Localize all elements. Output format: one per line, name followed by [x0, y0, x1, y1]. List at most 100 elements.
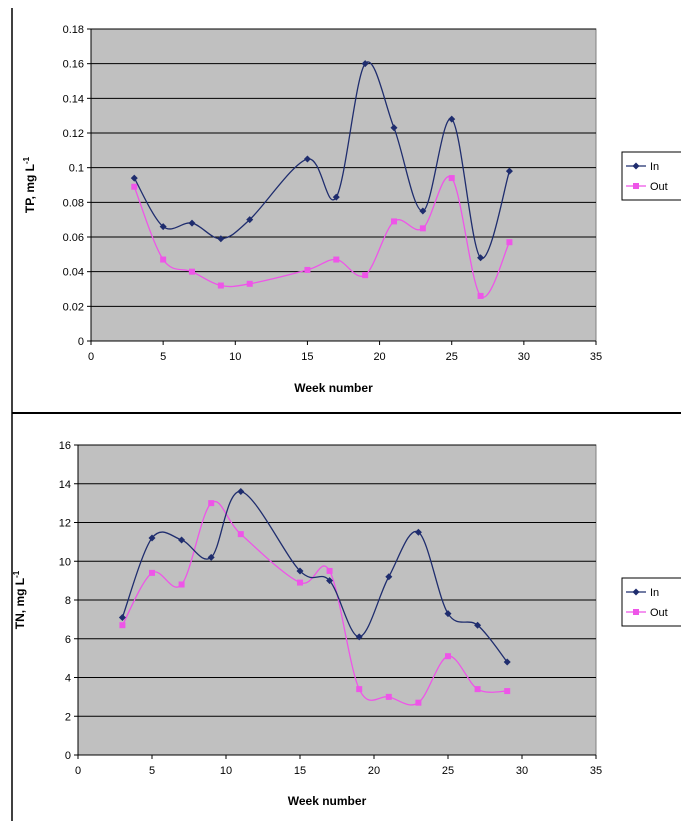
x-tick-label: 35 — [590, 765, 602, 777]
data-point-out — [445, 653, 451, 660]
x-tick-label: 20 — [373, 351, 385, 363]
data-point-out — [474, 686, 481, 693]
y-tick-label: 0.02 — [63, 301, 84, 313]
data-point-in — [503, 658, 511, 666]
x-tick-label: 10 — [229, 351, 241, 363]
y-tick-label: 16 — [59, 440, 71, 452]
data-point-in — [246, 216, 254, 224]
data-point-in — [419, 207, 427, 215]
data-point-in — [355, 633, 363, 641]
legend-box — [621, 577, 681, 627]
plot-area — [90, 28, 597, 342]
data-point-in — [361, 60, 369, 68]
legend-box — [621, 151, 681, 201]
data-point-in — [332, 193, 340, 201]
data-point-out — [506, 239, 513, 246]
y-tick-label: 0.06 — [63, 232, 84, 244]
y-axis-title: TN, mg L-1 — [12, 570, 27, 629]
tn-chart: 0 2 4 6 8 10 12 14 16 0 5 10 15 20 25 30 35 Week number TN… — [12, 440, 681, 808]
data-point-in — [505, 167, 513, 175]
data-point-in — [477, 254, 485, 262]
data-point-out — [178, 581, 185, 588]
data-point-out — [385, 693, 392, 700]
data-point-out — [448, 175, 455, 182]
data-point-in — [237, 488, 245, 495]
y-tick-label: 6 — [65, 634, 71, 646]
y-tick-label: 4 — [65, 673, 71, 685]
legend-label-in: In — [650, 161, 659, 173]
data-point-in — [188, 219, 196, 227]
data-point-out — [160, 256, 167, 263]
x-tick-label: 20 — [368, 765, 380, 777]
x-tick-label: 25 — [442, 765, 454, 777]
y-tick-label: 0.14 — [63, 93, 84, 105]
data-point-out — [419, 225, 426, 232]
legend: In Out — [621, 151, 681, 201]
data-point-in — [326, 577, 334, 585]
y-tick-label: 0.18 — [63, 24, 84, 36]
x-tick-label: 35 — [590, 351, 602, 363]
data-point-in — [444, 610, 452, 618]
y-tick-label: 0.12 — [63, 128, 84, 140]
data-point-out — [391, 218, 397, 225]
data-point-out — [149, 569, 155, 576]
y-tick-label: 10 — [59, 556, 71, 568]
x-tick-label: 10 — [220, 765, 232, 777]
y-tick-label: 0.1 — [69, 163, 84, 175]
data-point-in — [159, 223, 167, 231]
data-point-out — [333, 256, 340, 263]
data-point-in — [130, 174, 138, 182]
legend-marker-in — [632, 588, 640, 596]
data-point-in — [303, 155, 311, 163]
data-point-in — [474, 621, 482, 629]
data-point-out — [297, 579, 303, 586]
data-point-out — [131, 183, 138, 190]
data-point-out — [119, 622, 126, 629]
data-point-out — [208, 500, 215, 507]
y-tick-label: 12 — [59, 518, 71, 530]
y-tick-label: 0 — [78, 336, 84, 348]
y-tick-label: 2 — [65, 711, 71, 723]
x-axis-title: Week number — [288, 794, 367, 808]
x-tick-label: 0 — [75, 765, 81, 777]
x-tick-label: 0 — [88, 351, 94, 363]
data-point-out — [189, 268, 195, 275]
y-tick-label: 0 — [65, 750, 71, 762]
data-point-out — [237, 531, 244, 538]
y-tick-label: 0.16 — [63, 59, 84, 71]
series-line-in — [133, 61, 511, 259]
legend-marker-out — [633, 609, 639, 615]
tp-chart: 0 0.02 0.04 0.06 0.08 0.1 0.12 0.14 0.16 0.18 0 5 10… — [22, 24, 681, 395]
y-axis-title-superscript: -1 — [22, 156, 31, 164]
data-point-in — [414, 528, 422, 536]
x-tick-label: 15 — [301, 351, 313, 363]
x-tick-label: 30 — [518, 351, 530, 363]
data-point-in — [207, 553, 215, 561]
legend: In Out — [621, 577, 681, 627]
legend-label-out: Out — [650, 181, 668, 193]
data-point-out — [362, 272, 369, 279]
data-point-in — [296, 567, 304, 575]
y-axis-title: TP, mg L-1 — [22, 156, 37, 213]
data-point-out — [477, 292, 484, 299]
data-point-in — [390, 124, 398, 132]
data-point-out — [415, 699, 422, 706]
y-axis-title-main: TN, mg L — [13, 578, 27, 629]
data-point-in — [448, 115, 456, 123]
legend-marker-out — [633, 183, 639, 189]
data-point-out — [504, 688, 511, 695]
data-point-out — [304, 266, 311, 273]
x-tick-label: 15 — [294, 765, 306, 777]
data-point-out — [326, 567, 333, 574]
data-point-in — [118, 613, 126, 621]
y-tick-label: 0.08 — [63, 197, 84, 209]
data-point-in — [217, 235, 225, 243]
legend-label-in: In — [650, 587, 659, 599]
data-point-out — [246, 280, 253, 287]
data-point-out — [356, 686, 363, 693]
y-axis-title-main: TP, mg L — [23, 164, 37, 213]
x-axis-title: Week number — [294, 381, 373, 395]
data-point-in — [385, 573, 393, 581]
legend-marker-in — [632, 162, 640, 170]
